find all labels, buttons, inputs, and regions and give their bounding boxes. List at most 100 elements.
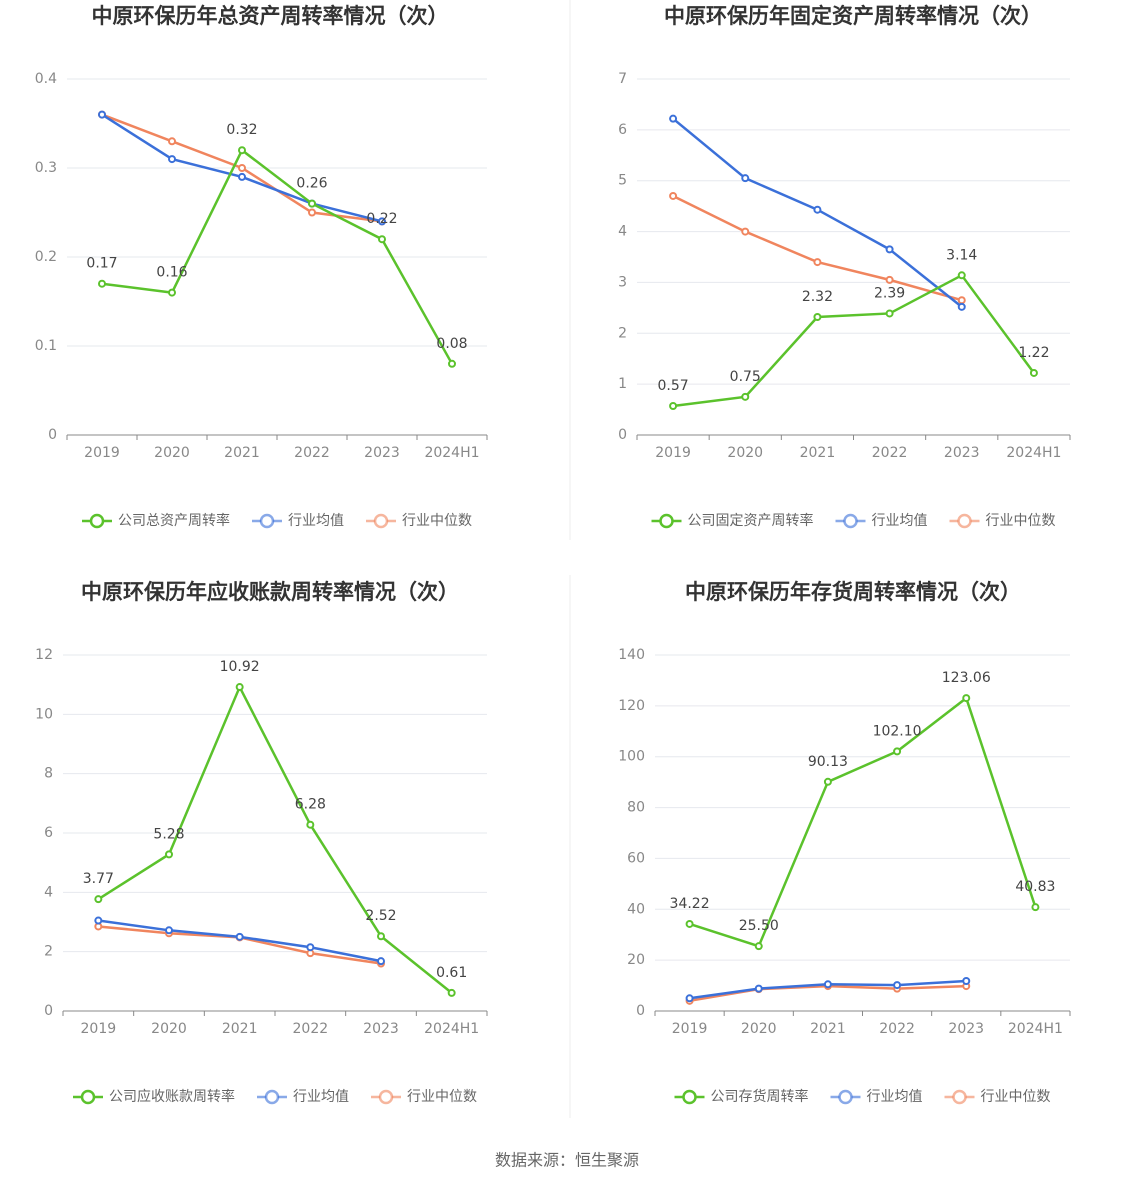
x-tick-label: 2020 (741, 1021, 777, 1037)
point (885, 309, 894, 318)
x-tick-label: 2024H1 (1006, 445, 1061, 461)
point (98, 279, 106, 288)
point (893, 747, 902, 756)
series-line (689, 696, 1037, 948)
x-tick-label: 2022 (872, 445, 908, 461)
y-tick-label: 8 (44, 766, 53, 782)
legend-label: 行业均值 (293, 1089, 349, 1105)
legend: 公司固定资产周转率 行业均值 行业中位数 (651, 512, 1056, 529)
data-label: 0.57 (657, 378, 688, 394)
point (669, 114, 678, 123)
legend-label: 行业中位数 (407, 1089, 477, 1105)
data-label: 0.08 (436, 336, 467, 352)
point (885, 245, 894, 254)
point (235, 932, 244, 941)
data-label: 3.14 (946, 247, 977, 263)
x-tick-label: 2021 (222, 1021, 258, 1037)
legend-label: 行业中位数 (981, 1089, 1051, 1105)
point (447, 988, 456, 997)
legend-icon (957, 513, 972, 529)
legend: 公司应收账款周转率 行业均值 行业中位数 (73, 1088, 477, 1105)
legend-icon (843, 513, 858, 529)
series-line (672, 273, 1035, 408)
point (168, 155, 176, 164)
point (962, 694, 971, 703)
point (94, 916, 103, 925)
point (235, 683, 244, 692)
data-label: 0.16 (156, 265, 187, 281)
point (962, 976, 971, 985)
x-tick-label: 2022 (879, 1021, 915, 1037)
y-tick-label: 7 (618, 71, 627, 87)
legend-label: 行业均值 (867, 1089, 923, 1105)
point (306, 820, 315, 829)
point (377, 957, 385, 966)
x-tick-label: 2023 (944, 445, 980, 461)
point (754, 942, 763, 951)
legend-label: 公司总资产周转率 (118, 512, 230, 529)
data-label: 1.22 (1018, 345, 1049, 361)
point (168, 288, 176, 297)
legend: 公司总资产周转率 行业均值 行业中位数 (82, 512, 472, 529)
legend-icon (80, 1089, 96, 1105)
point (1031, 903, 1040, 912)
y-tick-label: 0.1 (35, 338, 57, 354)
data-label: 5.28 (153, 826, 184, 842)
y-tick-label: 80 (627, 800, 645, 816)
data-label: 102.10 (873, 723, 922, 739)
series-line (97, 684, 453, 994)
point (957, 296, 966, 305)
x-tick-label: 2020 (154, 445, 190, 461)
y-tick-label: 0.3 (35, 160, 57, 176)
x-tick-label: 2019 (655, 445, 691, 461)
series-line (101, 148, 454, 365)
source: 数据来源：恒生聚源 (495, 1151, 639, 1170)
series-line (98, 925, 382, 965)
data-label: 0.22 (366, 211, 397, 227)
point (669, 191, 678, 200)
y-tick-label: 2 (44, 944, 53, 960)
x-tick-label: 2019 (672, 1021, 708, 1037)
point (957, 271, 966, 280)
x-tick-label: 2022 (293, 1021, 329, 1037)
y-tick-label: 120 (618, 698, 645, 714)
data-label: 90.13 (808, 754, 848, 770)
point (238, 172, 246, 181)
point (741, 392, 750, 401)
point (168, 137, 176, 146)
y-tick-label: 0.4 (35, 71, 57, 87)
y-tick-label: 40 (627, 901, 645, 917)
point (306, 943, 315, 952)
y-tick-label: 2 (618, 325, 627, 341)
chart-title: 中原环保历年固定资产周转率情况（次） (664, 4, 1042, 28)
data-label: 3.77 (83, 871, 114, 887)
y-tick-label: 100 (618, 749, 645, 765)
x-tick-label: 2021 (800, 445, 836, 461)
y-tick-label: 0 (636, 1003, 645, 1019)
chart-title: 中原环保历年存货周转率情况（次） (685, 580, 1021, 604)
point (823, 980, 832, 989)
data-label: 2.39 (874, 285, 905, 301)
x-tick-label: 2024H1 (424, 445, 479, 461)
legend-label: 公司固定资产周转率 (688, 512, 814, 529)
y-tick-label: 6 (44, 825, 53, 841)
y-tick-label: 5 (618, 173, 627, 189)
y-tick-label: 6 (618, 122, 627, 138)
y-tick-label: 10 (35, 706, 53, 722)
legend-label: 行业均值 (872, 513, 928, 529)
x-tick-label: 2019 (84, 445, 120, 461)
y-tick-label: 0 (44, 1003, 53, 1019)
legend-label: 公司应收账款周转率 (109, 1088, 235, 1105)
y-tick-label: 4 (44, 884, 53, 900)
x-tick-label: 2020 (151, 1021, 187, 1037)
point (238, 146, 246, 155)
y-tick-label: 0 (48, 427, 57, 443)
point (165, 850, 173, 859)
legend: 公司存货周转率 行业均值 行业中位数 (674, 1088, 1051, 1105)
chart-title: 中原环保历年应收账款周转率情况（次） (81, 580, 459, 604)
point (378, 235, 386, 244)
point (813, 313, 822, 322)
point (754, 984, 763, 993)
x-tick-label: 2023 (948, 1021, 984, 1037)
